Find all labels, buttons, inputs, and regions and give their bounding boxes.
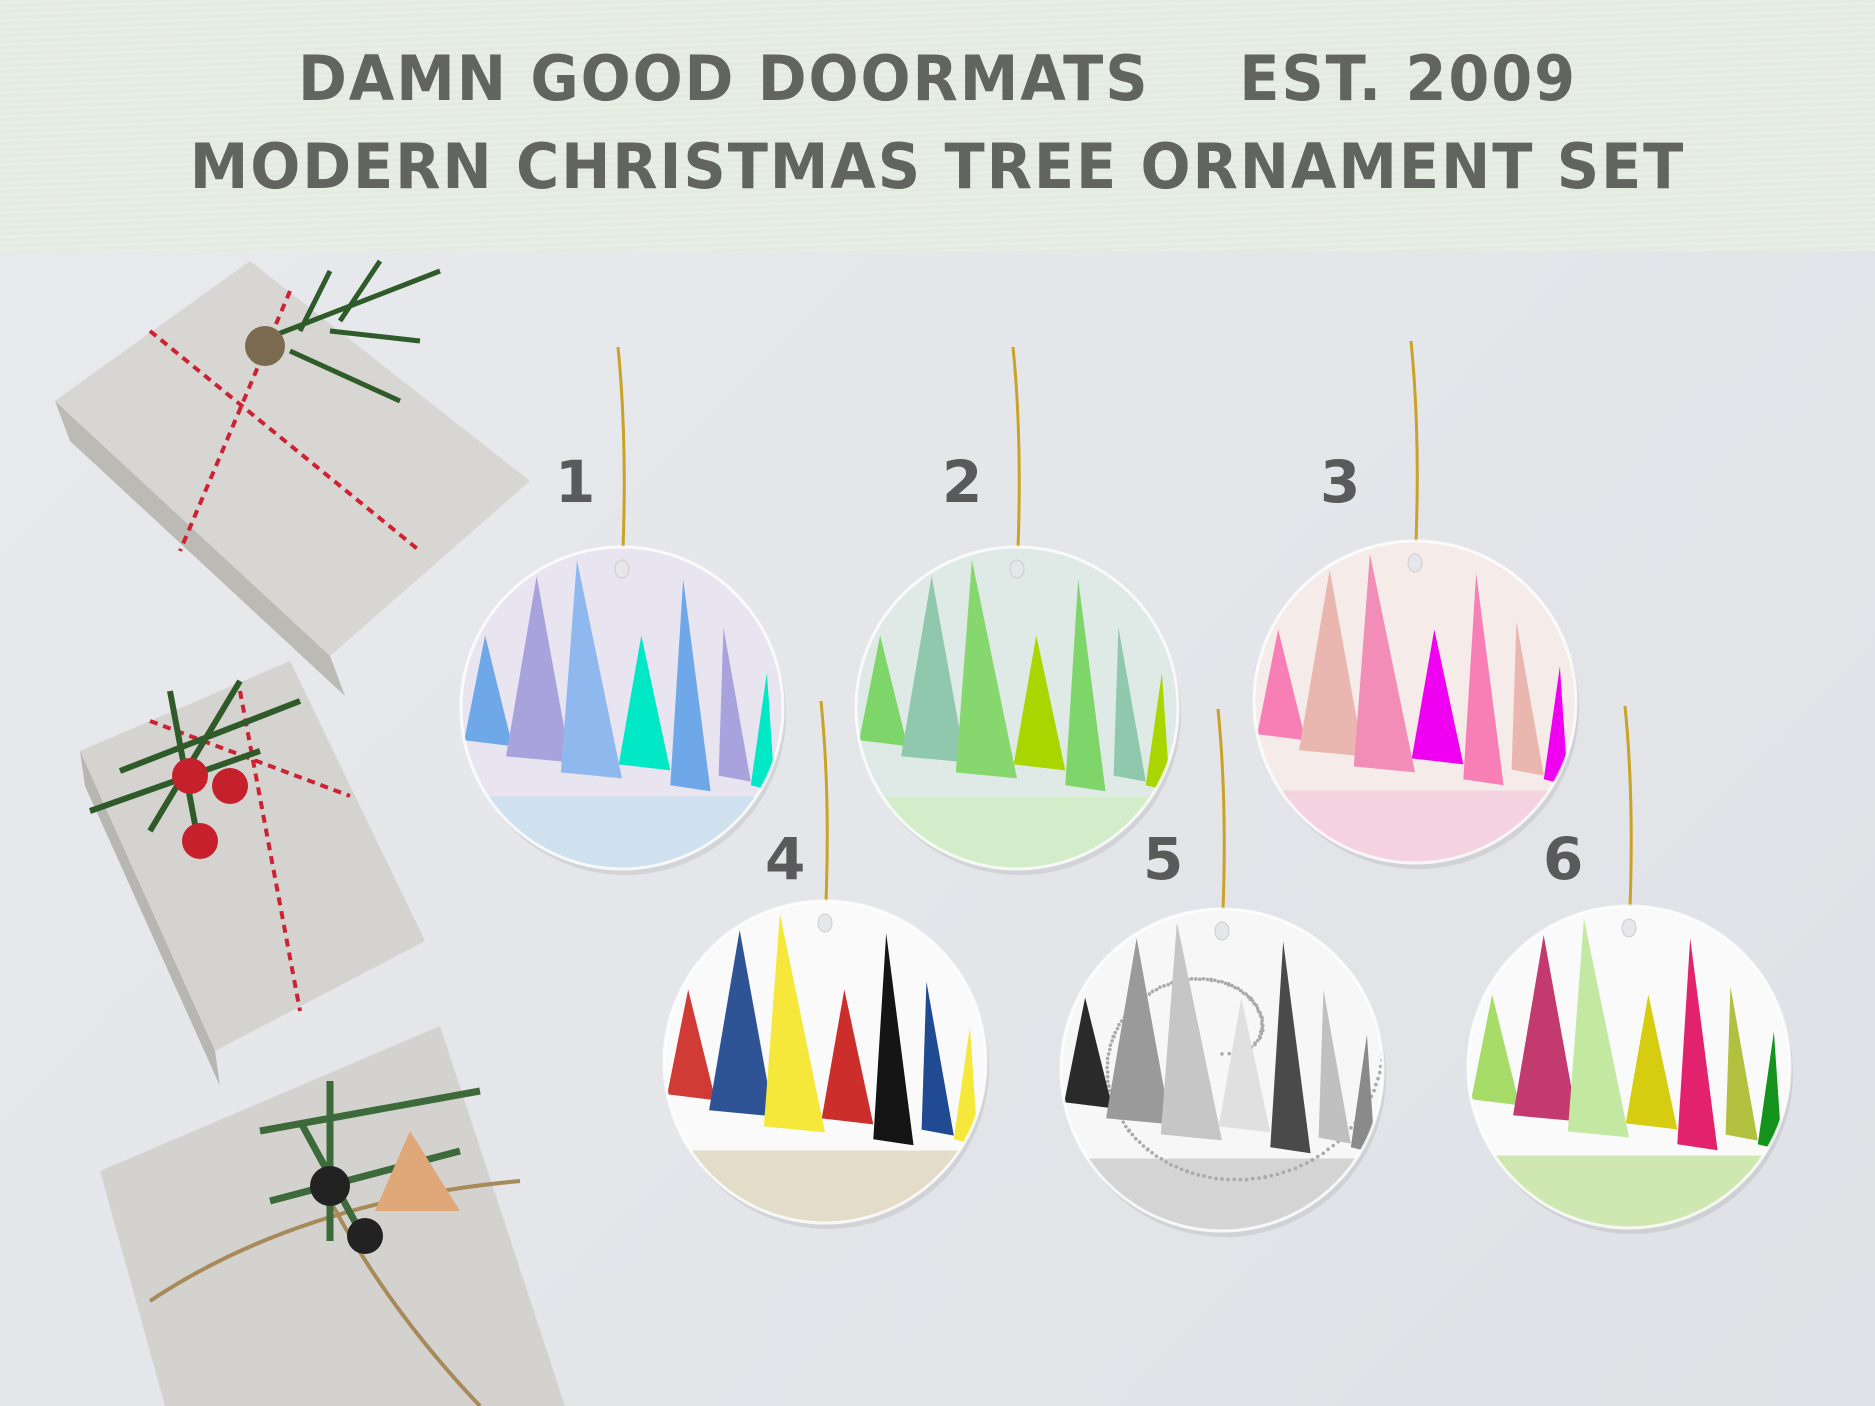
- ornament-number: 4: [765, 825, 806, 893]
- ornament-number: 5: [1143, 825, 1184, 893]
- gift-box-1: [55, 259, 530, 696]
- hanging-string: [819, 700, 829, 927]
- hanging-string: [1011, 346, 1021, 573]
- ornament-number: 3: [1320, 448, 1361, 516]
- tree-shape: [464, 635, 513, 747]
- tree-shape: [1145, 672, 1170, 792]
- gift-box-3: [100, 1026, 565, 1406]
- tree-shape: [955, 559, 1017, 779]
- tree-shape: [1411, 629, 1464, 765]
- tree-shape: [1677, 938, 1718, 1151]
- hanging-string: [1216, 708, 1226, 935]
- tree-shape: [1218, 997, 1271, 1133]
- hanging-string: [1409, 340, 1419, 567]
- hanging-hole: [1214, 921, 1230, 941]
- tree-shape: [709, 929, 774, 1117]
- hanging-hole: [1621, 918, 1637, 938]
- brand-title: DAMN GOOD DOORMATS EST. 2009: [297, 42, 1577, 115]
- product-title: MODERN CHRISTMAS TREE ORNAMENT SET: [189, 130, 1686, 203]
- tree-shape: [1725, 986, 1758, 1141]
- tree-shape: [859, 635, 908, 747]
- tree-shape: [1353, 553, 1415, 773]
- tree-shape: [1257, 629, 1306, 741]
- tree-shape: [1270, 941, 1311, 1154]
- ornament-number: 6: [1543, 825, 1584, 893]
- tree-shape: [1471, 994, 1520, 1106]
- tree-shape: [901, 575, 966, 763]
- hanging-hole: [1009, 559, 1025, 579]
- tree-shape: [506, 575, 571, 763]
- ornament-number: 1: [555, 448, 596, 516]
- tree-shape: [1543, 666, 1568, 786]
- tree-shape: [750, 672, 775, 792]
- tree-shape: [921, 981, 954, 1136]
- tree-shape: [1625, 994, 1678, 1130]
- hanging-hole: [1407, 553, 1423, 573]
- tree-shape: [1513, 934, 1578, 1122]
- tree-shape: [873, 933, 914, 1146]
- tree-shape: [1463, 573, 1504, 786]
- tree-shape: [667, 989, 716, 1101]
- tree-shape: [1106, 937, 1171, 1125]
- tree-shape: [1113, 627, 1146, 782]
- tree-shape: [1567, 918, 1629, 1138]
- tree-shape: [618, 635, 671, 771]
- hanging-string: [616, 346, 626, 573]
- header-banner: DAMN GOOD DOORMATS EST. 2009 MODERN CHRI…: [0, 0, 1875, 251]
- tree-shape: [763, 913, 825, 1133]
- tree-shape: [1064, 997, 1113, 1109]
- tree-shape: [1160, 921, 1222, 1141]
- tree-shape: [1757, 1031, 1782, 1151]
- gift-box-2: [80, 661, 425, 1086]
- hanging-string: [1623, 705, 1633, 932]
- tree-shape: [1013, 635, 1066, 771]
- tree-shape: [1318, 989, 1351, 1144]
- tree-shape: [560, 559, 622, 779]
- pine-branch-icon: [259, 259, 441, 404]
- hanging-hole: [817, 913, 833, 933]
- tree-shape: [670, 579, 711, 792]
- tree-shape: [1350, 1034, 1375, 1154]
- tree-shape: [1299, 569, 1364, 757]
- tree-shape: [1065, 579, 1106, 792]
- tree-shape: [1511, 621, 1544, 776]
- tree-shape: [953, 1026, 978, 1146]
- gift-boxes-photo: [55, 259, 565, 1406]
- ornament-number: 2: [942, 448, 983, 516]
- tree-shape: [718, 627, 751, 782]
- tree-shape: [821, 989, 874, 1125]
- hanging-hole: [614, 559, 630, 579]
